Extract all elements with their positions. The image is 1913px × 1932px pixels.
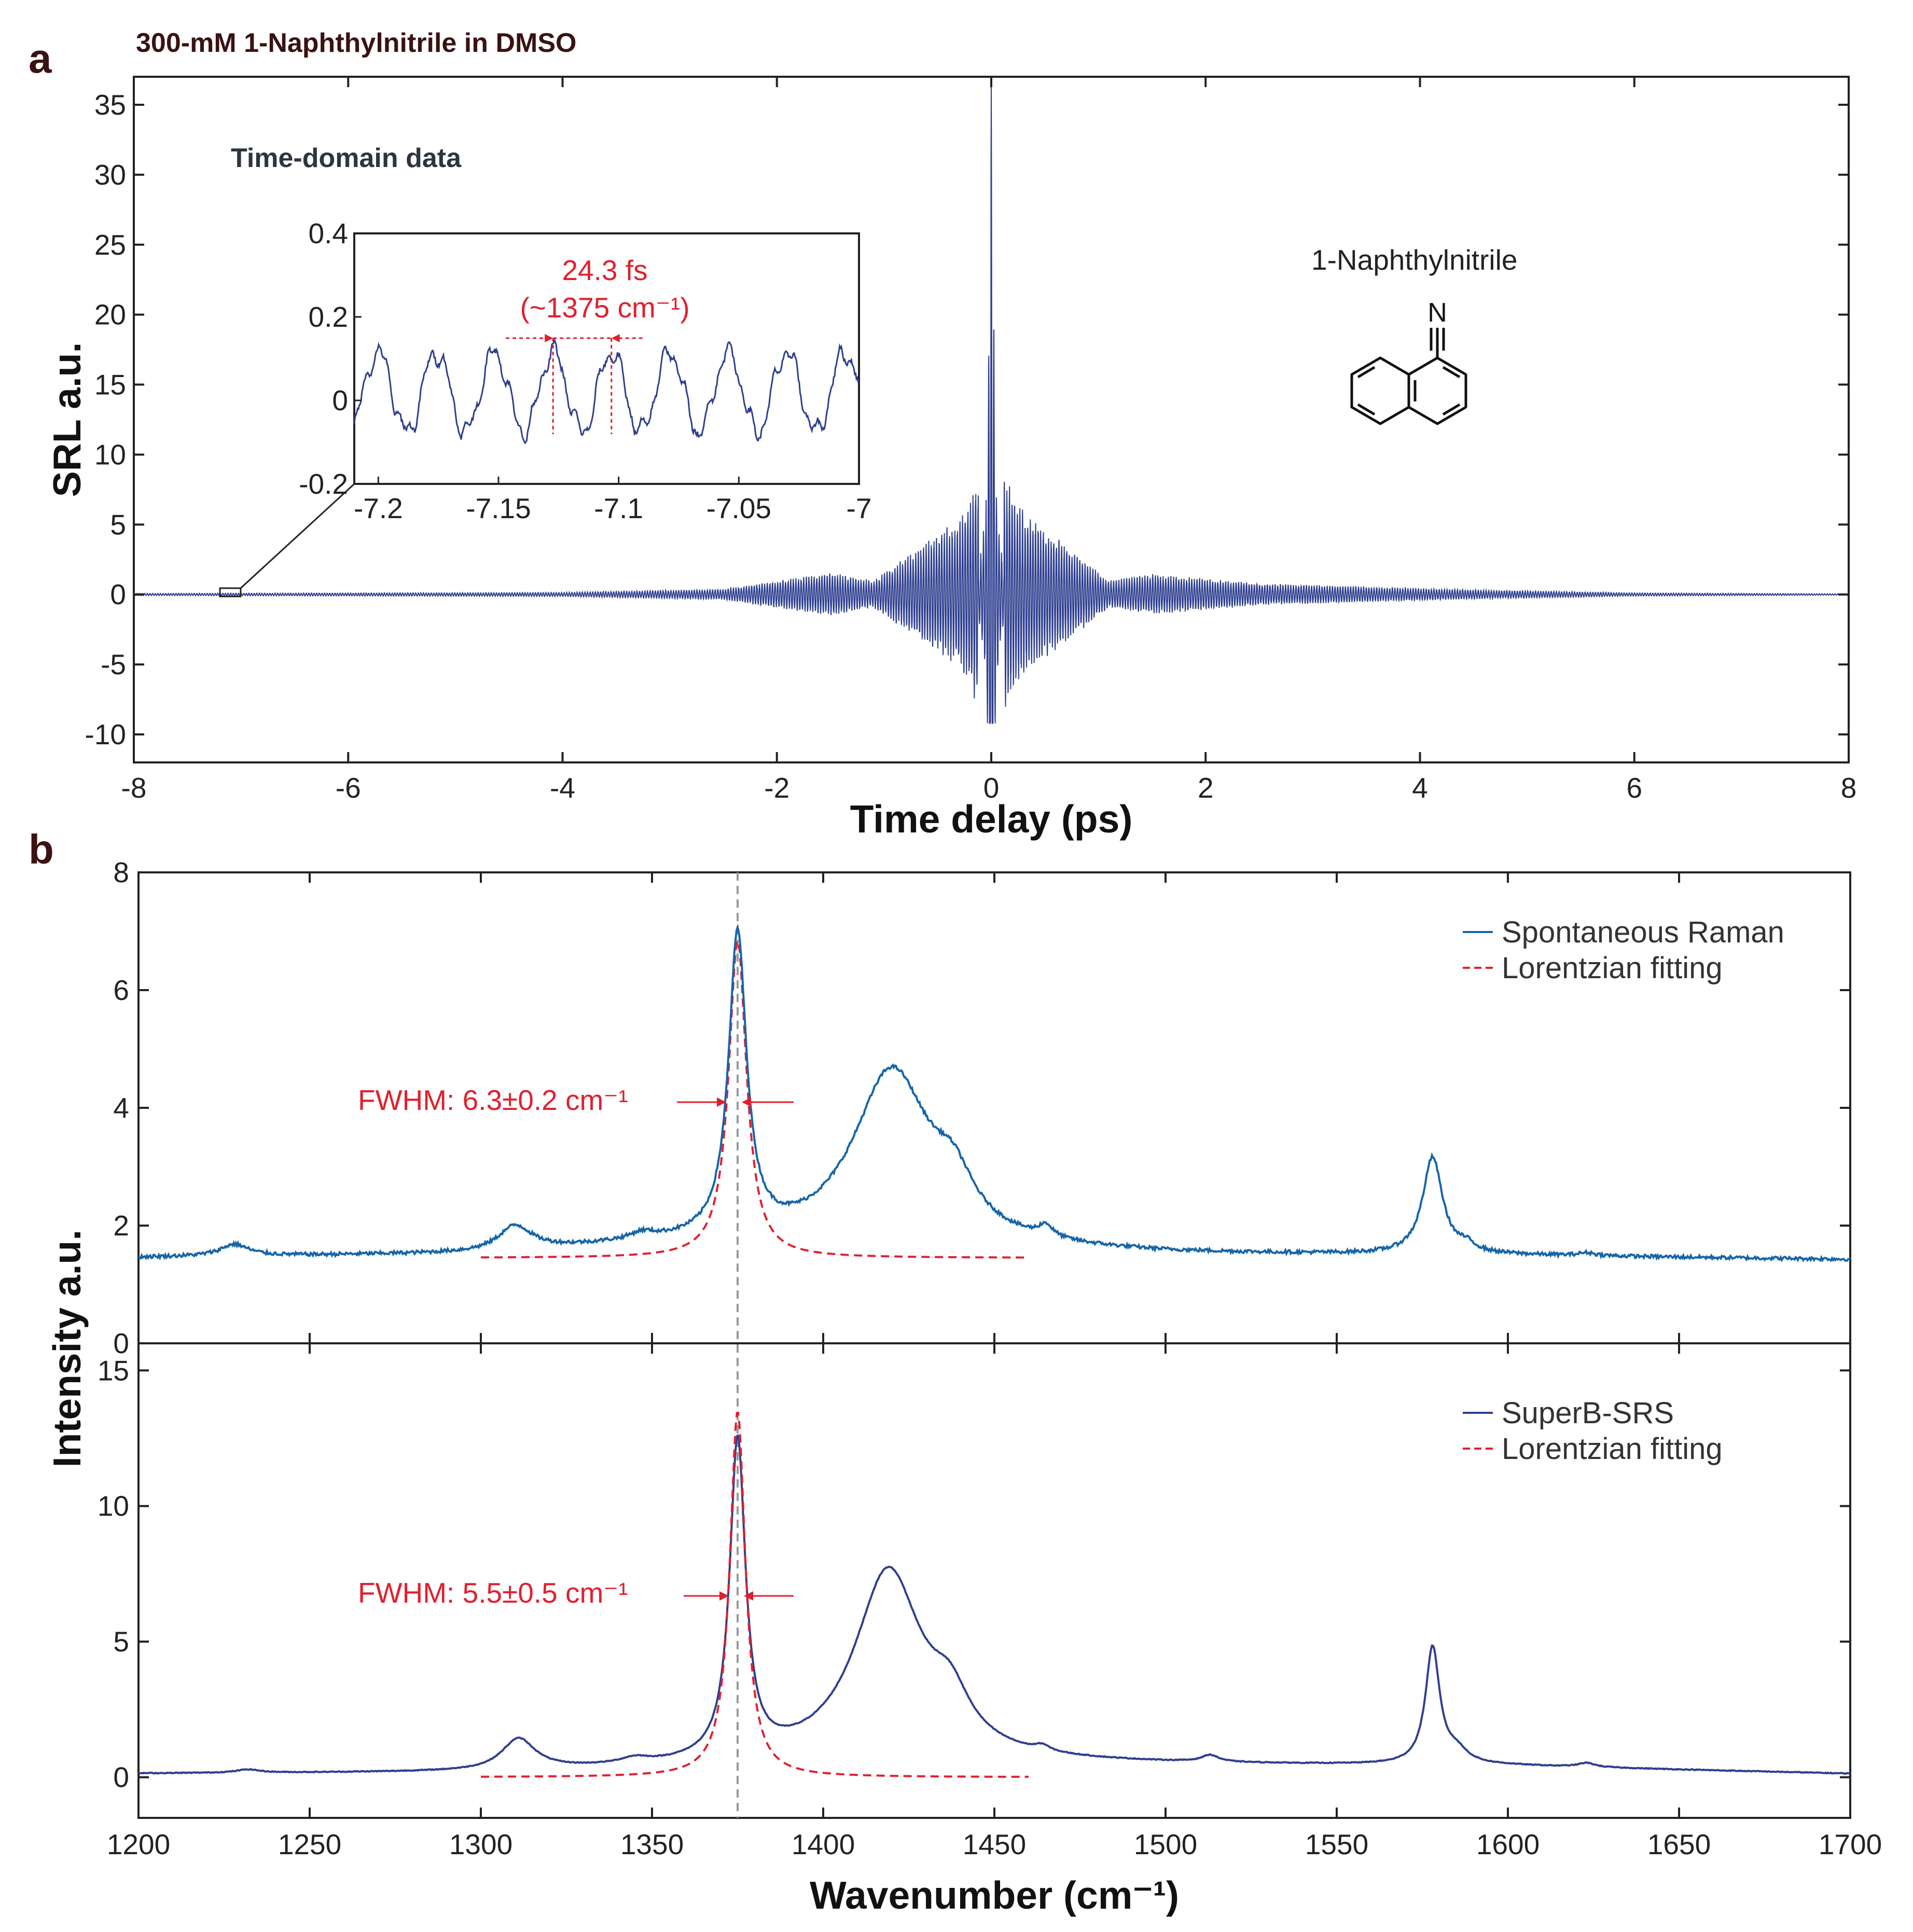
spectra-ticks: 1200 1250 1300 1350 1400 1450 1500 1550 1600 1650… [98, 856, 1882, 1860]
period-arrow-left-head [545, 334, 553, 342]
panel-b-letter: b [29, 826, 54, 872]
spontaneous-raman-line [138, 924, 1851, 1263]
srs-y-tick-label: 15 [98, 1354, 129, 1386]
raman-y-tick-label: 2 [113, 1210, 129, 1242]
wavenumber-x-tick-label: 1600 [1476, 1828, 1540, 1860]
time-x-tick-label: 6 [1626, 772, 1642, 804]
wavenumber-x-tick-label: 1400 [792, 1828, 855, 1860]
legend-label-srs: SuperB-SRS [1502, 1396, 1674, 1430]
period-arrow-right-head [611, 334, 620, 342]
wavenumber-x-tick-label: 1350 [620, 1828, 684, 1860]
inset-y-tick-label: 0.2 [309, 301, 348, 333]
raman-legend: Spontaneous Raman Lorentzian fitting [1463, 915, 1784, 985]
time-x-tick-label: -8 [121, 772, 147, 804]
fwhm-srs-arrows [684, 1591, 794, 1601]
srl-y-tick-label: 5 [110, 508, 126, 540]
wavenumber-x-tick-label: 1650 [1647, 1828, 1711, 1860]
srl-y-tick-label: 0 [110, 578, 126, 610]
inset-x-tick-label: -7.2 [354, 492, 403, 524]
srl-axis-title: SRL a.u. [45, 342, 89, 497]
inset-x-tick-label: -7.1 [594, 492, 643, 524]
molecule-name: 1-Naphthylnitrile [1311, 244, 1517, 276]
wavenumber-x-tick-label: 1450 [963, 1828, 1026, 1860]
inset-y-tick-label: 0.4 [309, 217, 348, 249]
legend-label-raman-fit: Lorentzian fitting [1502, 951, 1723, 985]
srl-y-tick-label: 35 [94, 89, 126, 121]
time-x-tick-label: 0 [983, 772, 1000, 804]
srs-y-tick-label: 0 [113, 1761, 129, 1794]
raman-y-tick-label: 4 [113, 1092, 129, 1124]
panel-a-letter: a [29, 35, 52, 81]
period-annotation-fs: 24.3 fs [562, 254, 647, 286]
srl-y-tick-label: 30 [94, 159, 126, 191]
fwhm-srs-label: FWHM: 5.5±0.5 cm⁻¹ [358, 1577, 628, 1609]
intensity-axis-title: Intensity a.u. [45, 1230, 89, 1467]
time-domain-ticks: -8 -6 -4 -2 0 2 4 6 8 -10 -5 0 5 10 15 20 25 30 35 [85, 77, 1857, 804]
zoom-region-marker [219, 587, 242, 597]
ring-left [1350, 356, 1410, 425]
double-bond-b [1442, 403, 1461, 416]
wavenumber-x-tick-label: 1200 [107, 1828, 170, 1860]
time-domain-plot: -8 -6 -4 -2 0 2 4 6 8 -10 -5 0 5 10 15 20 25 30 35 [85, 76, 1857, 804]
srs-lorentzian-fit [481, 1412, 1029, 1778]
srs-legend: SuperB-SRS Lorentzian fitting [1463, 1396, 1723, 1466]
legend-label-srs-fit: Lorentzian fitting [1502, 1432, 1723, 1466]
time-x-tick-label: 2 [1198, 772, 1214, 804]
srl-y-tick-label: -5 [101, 648, 126, 680]
srl-y-tick-label: -10 [85, 718, 127, 750]
srs-y-tick-label: 10 [98, 1490, 129, 1522]
wavenumber-x-tick-label: 1250 [278, 1828, 341, 1860]
double-bond-d [1357, 366, 1376, 379]
raman-lorentzian-fit [481, 940, 1029, 1259]
period-annotation-wavenumber: (~1375 cm⁻¹) [520, 291, 689, 324]
fwhm-raman-arrows [677, 1097, 794, 1107]
inset-x-tick-label: -7.05 [706, 492, 771, 524]
time-domain-label: Time-domain data [231, 143, 462, 173]
inset-ticks: -7.2 -7.15 -7.1 -7.05 -7 -0.2 0 0.2 0.4 [299, 217, 871, 524]
nitrogen-atom-label: N [1427, 298, 1447, 328]
double-bond-a [1442, 366, 1461, 379]
inset-y-tick-label: -0.2 [299, 468, 348, 500]
legend-label-raman: Spontaneous Raman [1502, 915, 1784, 949]
srs-y-tick-label: 5 [113, 1625, 129, 1658]
inset-x-tick-label: -7.15 [466, 492, 531, 524]
figure-header: 300-mM 1-Naphthylnitrile in DMSO [136, 28, 576, 58]
spectra-plot: 1200 1250 1300 1350 1400 1450 1500 1550 1600 1650… [98, 856, 1882, 1860]
time-x-tick-label: 8 [1841, 772, 1857, 804]
superb-srs-line [138, 1434, 1851, 1775]
raman-y-tick-label: 0 [113, 1327, 129, 1359]
naphthylnitrile-structure: N [1350, 298, 1467, 425]
srl-y-tick-label: 20 [94, 299, 126, 331]
inset-period-markers [506, 334, 643, 434]
time-x-tick-label: -6 [336, 772, 361, 804]
zoom-connector-line [240, 483, 355, 589]
wavenumber-axis-title: Wavenumber (cm⁻¹) [810, 1873, 1179, 1917]
inset-plot: -7.2 -7.15 -7.1 -7.05 -7 -0.2 0 0.2 0.4 [299, 217, 871, 524]
inset-y-tick-label: 0 [332, 384, 348, 416]
raman-y-tick-label: 8 [113, 856, 129, 888]
time-axis-title: Time delay (ps) [850, 797, 1133, 841]
time-x-tick-label: -2 [764, 772, 789, 804]
wavenumber-x-tick-label: 1550 [1305, 1828, 1368, 1860]
wavenumber-x-tick-label: 1500 [1134, 1828, 1197, 1860]
ring-right [1407, 356, 1467, 425]
srl-y-tick-label: 25 [94, 229, 126, 261]
inset-signal-line [353, 337, 860, 444]
srl-y-tick-label: 10 [94, 438, 126, 470]
wavenumber-x-tick-label: 1700 [1819, 1828, 1882, 1860]
srl-y-tick-label: 15 [94, 369, 126, 401]
fwhm-raman-label: FWHM: 6.3±0.2 cm⁻¹ [358, 1084, 628, 1116]
time-x-tick-label: 4 [1412, 772, 1428, 804]
wavenumber-x-tick-label: 1300 [449, 1828, 512, 1860]
double-bond-e [1357, 403, 1376, 416]
inset-x-tick-label: -7 [847, 492, 872, 524]
raman-y-tick-label: 6 [113, 974, 129, 1006]
time-x-tick-label: -4 [550, 772, 575, 804]
